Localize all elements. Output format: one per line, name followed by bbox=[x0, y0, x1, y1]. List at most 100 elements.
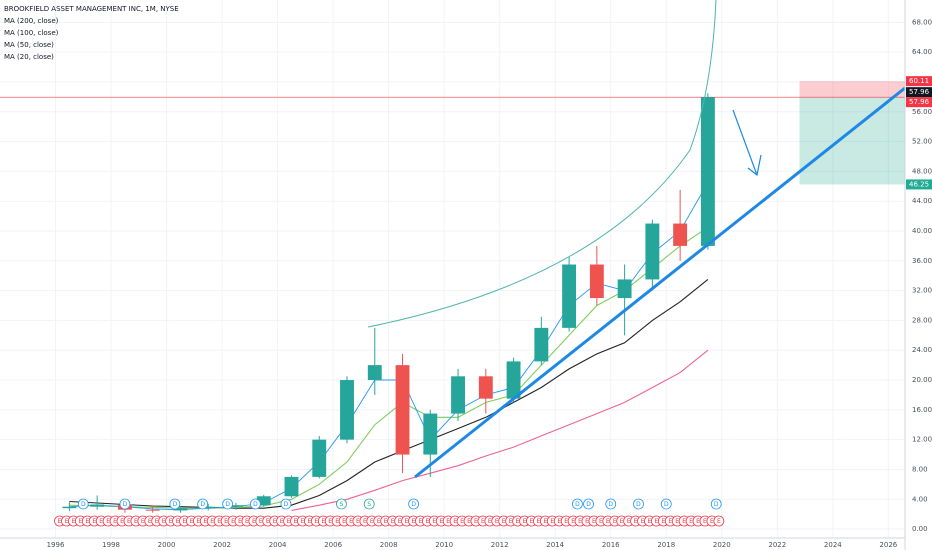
arc-drawing bbox=[367, 0, 717, 328]
earnings-label: E bbox=[183, 518, 187, 525]
candle-body bbox=[395, 365, 410, 455]
price-label-bg bbox=[906, 97, 932, 108]
legend-entry: MA (100, close) bbox=[4, 29, 59, 37]
earnings-label: E bbox=[238, 518, 242, 525]
earnings-label: E bbox=[141, 518, 145, 525]
earnings-label: E bbox=[550, 518, 554, 525]
earnings-label: E bbox=[696, 518, 700, 525]
candle-body bbox=[340, 380, 354, 440]
earnings-label: E bbox=[252, 518, 256, 525]
x-tick-label: 2008 bbox=[380, 541, 398, 549]
earnings-label: E bbox=[453, 518, 457, 525]
earnings-label: E bbox=[363, 518, 367, 525]
earnings-label: E bbox=[280, 518, 284, 525]
earnings-label: E bbox=[266, 518, 270, 525]
earnings-label: E bbox=[169, 518, 173, 525]
earnings-label: E bbox=[613, 518, 617, 525]
earnings-label: E bbox=[412, 518, 416, 525]
dividend-label: D bbox=[636, 501, 641, 508]
dividend-label: D bbox=[575, 501, 580, 508]
dividend-marker bbox=[710, 498, 722, 510]
price-label-bg bbox=[906, 76, 932, 87]
dividend-marker bbox=[119, 498, 131, 510]
earnings-label: E bbox=[120, 518, 124, 525]
x-tick-label: 2006 bbox=[324, 541, 342, 549]
earnings-label: E bbox=[557, 518, 561, 525]
x-tick-label: 2016 bbox=[602, 541, 620, 549]
earnings-label: E bbox=[134, 518, 138, 525]
y-tick-label: 4.00 bbox=[912, 495, 928, 503]
earnings-label: E bbox=[571, 518, 575, 525]
earnings-label: E bbox=[446, 518, 450, 525]
x-tick-label: 2002 bbox=[213, 541, 231, 549]
dividend-marker bbox=[408, 498, 420, 510]
earnings-label: E bbox=[425, 518, 429, 525]
earnings-marker bbox=[713, 515, 725, 527]
earnings-label: E bbox=[203, 518, 207, 525]
candle-body bbox=[451, 376, 465, 414]
earnings-label: E bbox=[405, 518, 409, 525]
earnings-label: E bbox=[224, 518, 228, 525]
chart-title: BROOKFIELD ASSET MANAGEMENT INC, 1M, NYS… bbox=[4, 5, 179, 13]
earnings-label: E bbox=[523, 518, 527, 525]
earnings-label: E bbox=[536, 518, 540, 525]
earnings-label: E bbox=[703, 518, 707, 525]
earnings-label: E bbox=[432, 518, 436, 525]
price-label-bg bbox=[906, 179, 932, 190]
earnings-label: E bbox=[543, 518, 547, 525]
candle-body bbox=[645, 223, 660, 280]
earnings-label: E bbox=[467, 518, 471, 525]
earnings-label: E bbox=[259, 518, 263, 525]
dividend-label: D bbox=[411, 501, 416, 508]
earnings-label: E bbox=[113, 518, 117, 525]
dividend-label: D bbox=[200, 501, 205, 508]
x-tick-label: 2014 bbox=[546, 541, 564, 549]
y-tick-label: 32.00 bbox=[912, 287, 932, 295]
candle-body bbox=[173, 508, 188, 511]
dividend-label: D bbox=[173, 501, 178, 508]
earnings-label: E bbox=[682, 518, 686, 525]
earnings-label: E bbox=[328, 518, 332, 525]
earnings-label: E bbox=[654, 518, 658, 525]
candle-body bbox=[617, 279, 632, 299]
earnings-label: E bbox=[585, 518, 589, 525]
dividend-marker bbox=[572, 498, 583, 510]
earnings-label: E bbox=[65, 518, 69, 525]
dividend-marker bbox=[249, 498, 261, 510]
dividend-label: D bbox=[664, 501, 669, 508]
earnings-label: E bbox=[675, 518, 679, 525]
candle-body bbox=[284, 476, 299, 497]
trend-line bbox=[414, 86, 906, 479]
candle-body bbox=[506, 361, 521, 399]
y-tick-label: 20.00 bbox=[912, 376, 932, 384]
candle-body bbox=[201, 506, 216, 509]
y-tick-label: 44.00 bbox=[912, 197, 932, 205]
dividend-label: D bbox=[608, 501, 613, 508]
y-tick-label: 8.00 bbox=[912, 465, 928, 473]
earnings-label: E bbox=[578, 518, 582, 525]
earnings-label: E bbox=[231, 518, 235, 525]
price-label: 46.25 bbox=[909, 180, 929, 188]
price-label: 57.96 bbox=[909, 98, 930, 106]
candle-body bbox=[589, 264, 604, 299]
earnings-label: E bbox=[162, 518, 166, 525]
earnings-label: E bbox=[488, 518, 492, 525]
earnings-label: E bbox=[530, 518, 534, 525]
position-box bbox=[0, 81, 905, 185]
earnings-label: E bbox=[78, 518, 82, 525]
earnings-label: E bbox=[592, 518, 596, 525]
dividend-label: D bbox=[225, 501, 230, 508]
y-tick-label: 0.00 bbox=[912, 525, 928, 533]
earnings-label: E bbox=[689, 518, 693, 525]
split-marker bbox=[336, 498, 347, 510]
dividend-marker bbox=[633, 498, 644, 510]
y-tick-label: 48.00 bbox=[912, 167, 932, 175]
earnings-label: E bbox=[210, 518, 214, 525]
x-tick-label: 2018 bbox=[657, 541, 675, 549]
earnings-label: E bbox=[92, 518, 96, 525]
price-label: 57.96 bbox=[909, 88, 930, 96]
earnings-label: E bbox=[106, 518, 110, 525]
earnings-label: E bbox=[648, 518, 652, 525]
earnings-label: E bbox=[321, 518, 325, 525]
